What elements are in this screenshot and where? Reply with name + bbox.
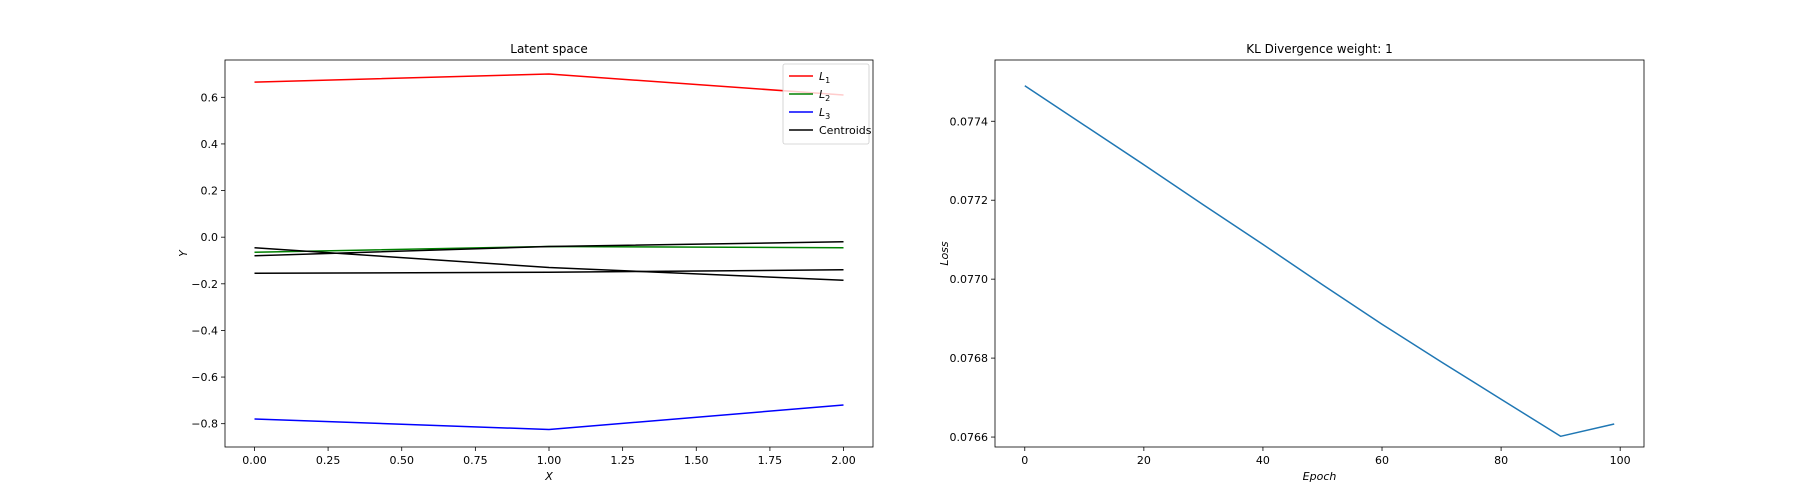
latent-space-panel: 0.00 0.25 0.50 0.75 1.00 1.25 1.50 1.75 2.00 −0.8… xyxy=(177,42,874,483)
legend-label-base: L xyxy=(819,106,825,119)
latent-x-tick-label: 1.25 xyxy=(610,454,635,467)
legend-label-l2: L2 xyxy=(819,88,830,103)
kl-chart-title: KL Divergence weight: 1 xyxy=(1246,42,1393,56)
latent-y-tick-label: −0.2 xyxy=(191,278,218,291)
latent-x-tick-label: 2.00 xyxy=(831,454,856,467)
legend-label-base: L xyxy=(819,88,825,101)
latent-series-line-5 xyxy=(254,241,844,257)
latent-x-tick-label: 0.50 xyxy=(389,454,414,467)
kl-x-tick-label: 100 xyxy=(1610,454,1631,467)
kl-series-line-1 xyxy=(1024,85,1615,438)
kl-divergence-panel: 0 20 40 60 80 100 0.0766 0.0768 0.0770 0.0772 0.07… xyxy=(938,42,1645,483)
latent-y-tick-label: −0.4 xyxy=(191,324,218,337)
kl-y-tick-label: 0.0772 xyxy=(950,194,989,207)
latent-x-tick-label: 1.50 xyxy=(684,454,709,467)
kl-y-tick-label: 0.0766 xyxy=(950,431,989,444)
latent-y-tick-label: 0.4 xyxy=(201,138,219,151)
kl-x-tick-label: 40 xyxy=(1256,454,1270,467)
latent-y-axis-label: Y xyxy=(177,249,190,257)
latent-y-tick-label: 0.6 xyxy=(201,91,219,104)
latent-y-tick-label: −0.8 xyxy=(191,418,218,431)
kl-y-tick-label: 0.0770 xyxy=(950,273,989,286)
latent-x-tick-label: 0.00 xyxy=(242,454,267,467)
latent-chart-title: Latent space xyxy=(510,42,587,56)
kl-x-axis-label: Epoch xyxy=(1303,470,1337,483)
latent-series-l3 xyxy=(254,404,844,431)
legend-label-subscript: 2 xyxy=(825,94,830,103)
legend-label-l1: L1 xyxy=(819,70,830,85)
legend-label-centroids: Centroids xyxy=(819,124,872,137)
legend-label-l3: L3 xyxy=(819,106,830,121)
latent-x-tick-label: 0.75 xyxy=(463,454,488,467)
latent-x-tick-label: 1.75 xyxy=(758,454,783,467)
kl-y-tick-label: 0.0768 xyxy=(950,352,989,365)
latent-y-tick-label: 0.2 xyxy=(201,185,219,198)
latent-series-l1 xyxy=(254,73,844,96)
kl-y-axis-label: Loss xyxy=(938,241,951,266)
kl-x-tick-label: 20 xyxy=(1137,454,1151,467)
legend-label-subscript: 1 xyxy=(825,76,830,85)
latent-x-tick-label: 0.25 xyxy=(316,454,341,467)
kl-y-tick-label: 0.0774 xyxy=(950,115,989,128)
kl-axes-frame xyxy=(994,59,1645,448)
kl-x-tick-label: 80 xyxy=(1494,454,1508,467)
kl-x-tick-label: 60 xyxy=(1375,454,1389,467)
latent-legend-box xyxy=(782,63,870,145)
latent-x-tick-label: 1.00 xyxy=(537,454,562,467)
latent-x-axis-label: X xyxy=(544,470,553,483)
legend-label-base: L xyxy=(819,70,825,83)
latent-y-tick-label: −0.6 xyxy=(191,371,218,384)
latent-y-tick-label: 0.0 xyxy=(201,231,219,244)
latent-series-line-6 xyxy=(254,269,844,275)
latent-series-centroids xyxy=(254,246,844,282)
kl-x-tick-label: 0 xyxy=(1021,454,1028,467)
legend-label-subscript: 3 xyxy=(825,112,830,121)
